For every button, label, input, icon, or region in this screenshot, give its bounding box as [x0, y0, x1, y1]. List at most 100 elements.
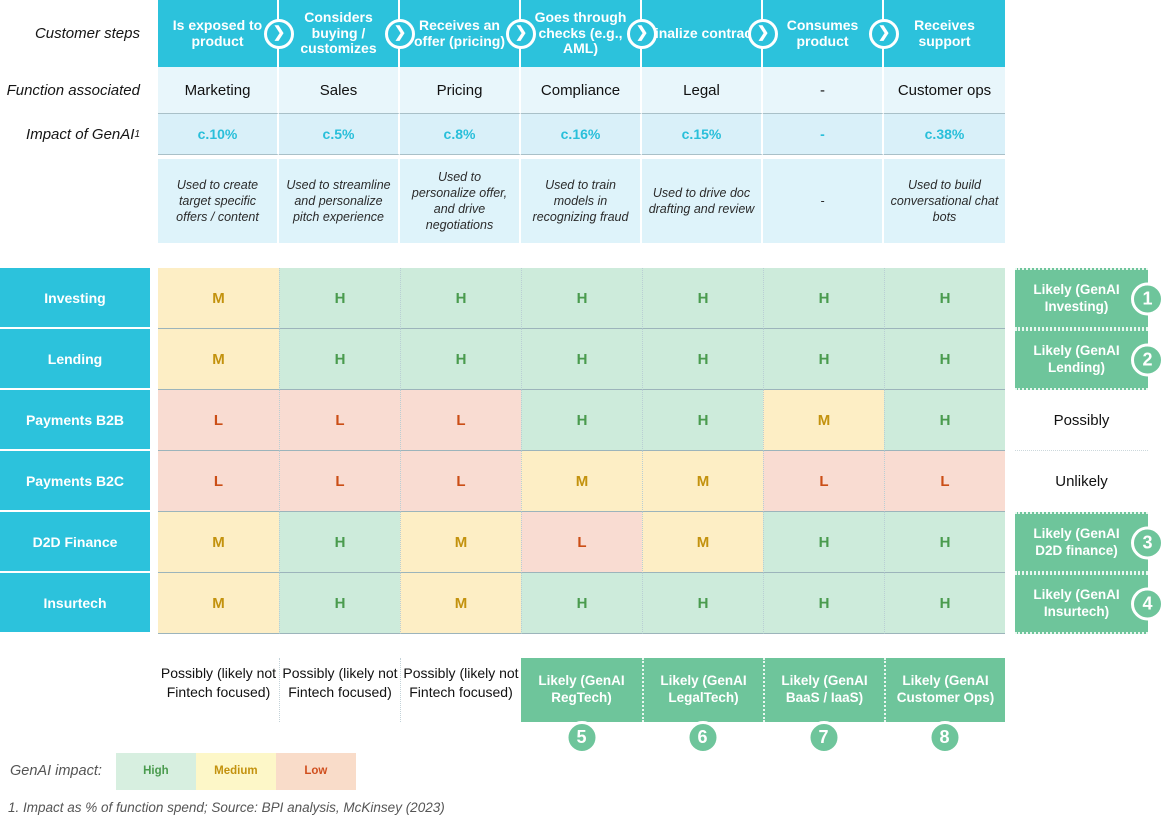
impact-cell-m: M: [158, 512, 279, 573]
impact-cell-h: H: [279, 329, 400, 390]
impact-cell-h: H: [642, 390, 763, 451]
column-outcome-label: Likely (GenAI BaaS / IaaS): [781, 673, 868, 705]
impact-cell-h: H: [763, 268, 884, 329]
customer-step-cell: Receives an offer (pricing) ❯: [400, 0, 536, 67]
impact-cell-l: L: [158, 390, 279, 451]
column-outcome: Possibly (likely not Fintech focused): [400, 658, 521, 722]
chevron-right-icon: ❯: [869, 18, 899, 49]
genai-use-row: Used to create target specific offers / …: [0, 159, 1150, 243]
customer-step-label: Finalize contract: [646, 24, 757, 41]
impact-cell-h: H: [884, 512, 1005, 573]
impact-cell-m: M: [158, 268, 279, 329]
footnote-marker: 1: [134, 129, 140, 140]
step-number-badge: 5: [565, 721, 598, 754]
impact-row-label: Impact of GenAI 1: [0, 114, 150, 155]
impact-cell-h: H: [642, 329, 763, 390]
function-value: Sales: [279, 67, 400, 114]
genai-use-cells: Used to create target specific offers / …: [158, 159, 1005, 243]
column-outcome: Likely (GenAI BaaS / IaaS) 7: [763, 658, 884, 754]
customer-step-cell: Consumes product ❯: [763, 0, 899, 67]
customer-steps-cells: Is exposed to product ❯ Considers buying /…: [158, 0, 1005, 67]
segment-label: Insurtech: [0, 573, 150, 634]
function-cells: Marketing Sales Pricing Compliance Legal - Cus…: [158, 67, 1005, 114]
row-outcome-label: Possibly: [1053, 411, 1110, 429]
function-row-label: Function associated: [6, 82, 140, 99]
impact-cell-h: H: [642, 573, 763, 634]
impact-cell-m: M: [400, 512, 521, 573]
row-outcome: Likely (GenAI D2D finance) 3: [1015, 512, 1164, 573]
matrix-row: Insurtech M H M H H H H Likely (GenAI Insurtech)…: [0, 573, 1164, 634]
impact-cell-h: H: [884, 390, 1005, 451]
impact-value: c.38%: [884, 114, 1005, 155]
impact-cell-l: L: [884, 451, 1005, 512]
row-outcome: Likely (GenAI Investing) 1: [1015, 268, 1164, 329]
genai-use-description: Used to drive doc drafting and review: [642, 159, 763, 243]
column-outcome: Likely (GenAI Customer Ops) 8: [884, 658, 1005, 754]
column-outcome-box: Likely (GenAI LegalTech): [642, 658, 763, 722]
segment-label: D2D Finance: [0, 512, 150, 573]
segment-label: Payments B2B: [0, 390, 150, 451]
segment-label: Investing: [0, 268, 150, 329]
impact-cell-m: M: [642, 512, 763, 573]
impact-cell-h: H: [279, 512, 400, 573]
customer-steps-row: Customer steps Is exposed to product ❯ Con…: [0, 0, 1150, 67]
impact-cell-h: H: [763, 573, 884, 634]
footnote: 1. Impact as % of function spend; Source…: [8, 800, 445, 815]
impact-cell-m: M: [763, 390, 884, 451]
column-outcome: Possibly (likely not Fintech focused): [279, 658, 400, 722]
step-number-badge: 6: [686, 721, 719, 754]
customer-steps-row-label: Customer steps: [34, 25, 140, 42]
legend-title: GenAI impact:: [10, 763, 102, 779]
impact-cell-h: H: [279, 573, 400, 634]
segment-label: Lending: [0, 329, 150, 390]
impact-cell-h: H: [884, 329, 1005, 390]
impact-value: c.16%: [521, 114, 642, 155]
chevron-right-icon: ❯: [748, 18, 778, 49]
column-outcomes-row: Possibly (likely not Fintech focused) Pos…: [158, 658, 1005, 754]
impact-cell-h: H: [763, 512, 884, 573]
impact-cell-l: L: [279, 390, 400, 451]
customer-journey-table: Customer steps Is exposed to product ❯ Con…: [0, 0, 1150, 243]
customer-step-cell: Goes through checks (e.g., AML) ❯: [521, 0, 657, 67]
row-outcome: Possibly: [1015, 390, 1148, 451]
impact-cell-m: M: [400, 573, 521, 634]
impact-cell-l: L: [763, 451, 884, 512]
impact-cell-h: H: [400, 329, 521, 390]
customer-step-cell: Considers buying / customizes ❯: [279, 0, 415, 67]
impact-value: c.8%: [400, 114, 521, 155]
matrix-row: Lending M H H H H H H Likely (GenAI Lending) 2: [0, 329, 1164, 390]
impact-cell-h: H: [642, 268, 763, 329]
customer-step-label: Considers buying / customizes: [300, 8, 377, 57]
column-outcome-label: Possibly (likely not Fintech focused): [160, 665, 277, 700]
impact-cell-l: L: [400, 390, 521, 451]
genai-use-row-label-spacer: [0, 159, 150, 243]
row-outcome: Unlikely: [1015, 451, 1148, 512]
function-value: -: [763, 67, 884, 114]
row-outcome-label: Likely (GenAI D2D finance): [1033, 525, 1120, 558]
impact-value: c.10%: [158, 114, 279, 155]
customer-step-cell: Finalize contract ❯: [642, 0, 778, 67]
legend-swatch-low: Low: [275, 752, 356, 790]
column-outcome: Likely (GenAI RegTech) 5: [521, 658, 642, 754]
legend-swatch-medium: Medium: [195, 752, 276, 790]
matrix-row: Payments B2C L L L M M L L Unlikely: [0, 451, 1148, 512]
impact-cell-m: M: [158, 329, 279, 390]
matrix-row: Payments B2B L L L H H M H Possibly: [0, 390, 1148, 451]
genai-use-description: Used to train models in recognizing frau…: [521, 159, 642, 243]
step-number-badge: 7: [807, 721, 840, 754]
function-value: Pricing: [400, 67, 521, 114]
function-value: Customer ops: [884, 67, 1005, 114]
step-number-badge: 3: [1131, 526, 1164, 559]
column-outcome: Likely (GenAI LegalTech) 6: [642, 658, 763, 754]
genai-use-description: Used to streamline and personalize pitch…: [279, 159, 400, 243]
row-outcome-label: Unlikely: [1055, 473, 1108, 490]
step-number-badge: 2: [1131, 343, 1164, 376]
customer-step-cell: Receives support: [884, 0, 1005, 67]
customer-step-label: Consumes product: [786, 16, 859, 49]
impact-cell-h: H: [884, 268, 1005, 329]
row-outcome: Likely (GenAI Lending) 2: [1015, 329, 1164, 390]
function-value: Compliance: [521, 67, 642, 114]
chevron-right-icon: ❯: [506, 18, 536, 49]
function-row: Function associated Marketing Sales Pricin…: [0, 67, 1150, 114]
